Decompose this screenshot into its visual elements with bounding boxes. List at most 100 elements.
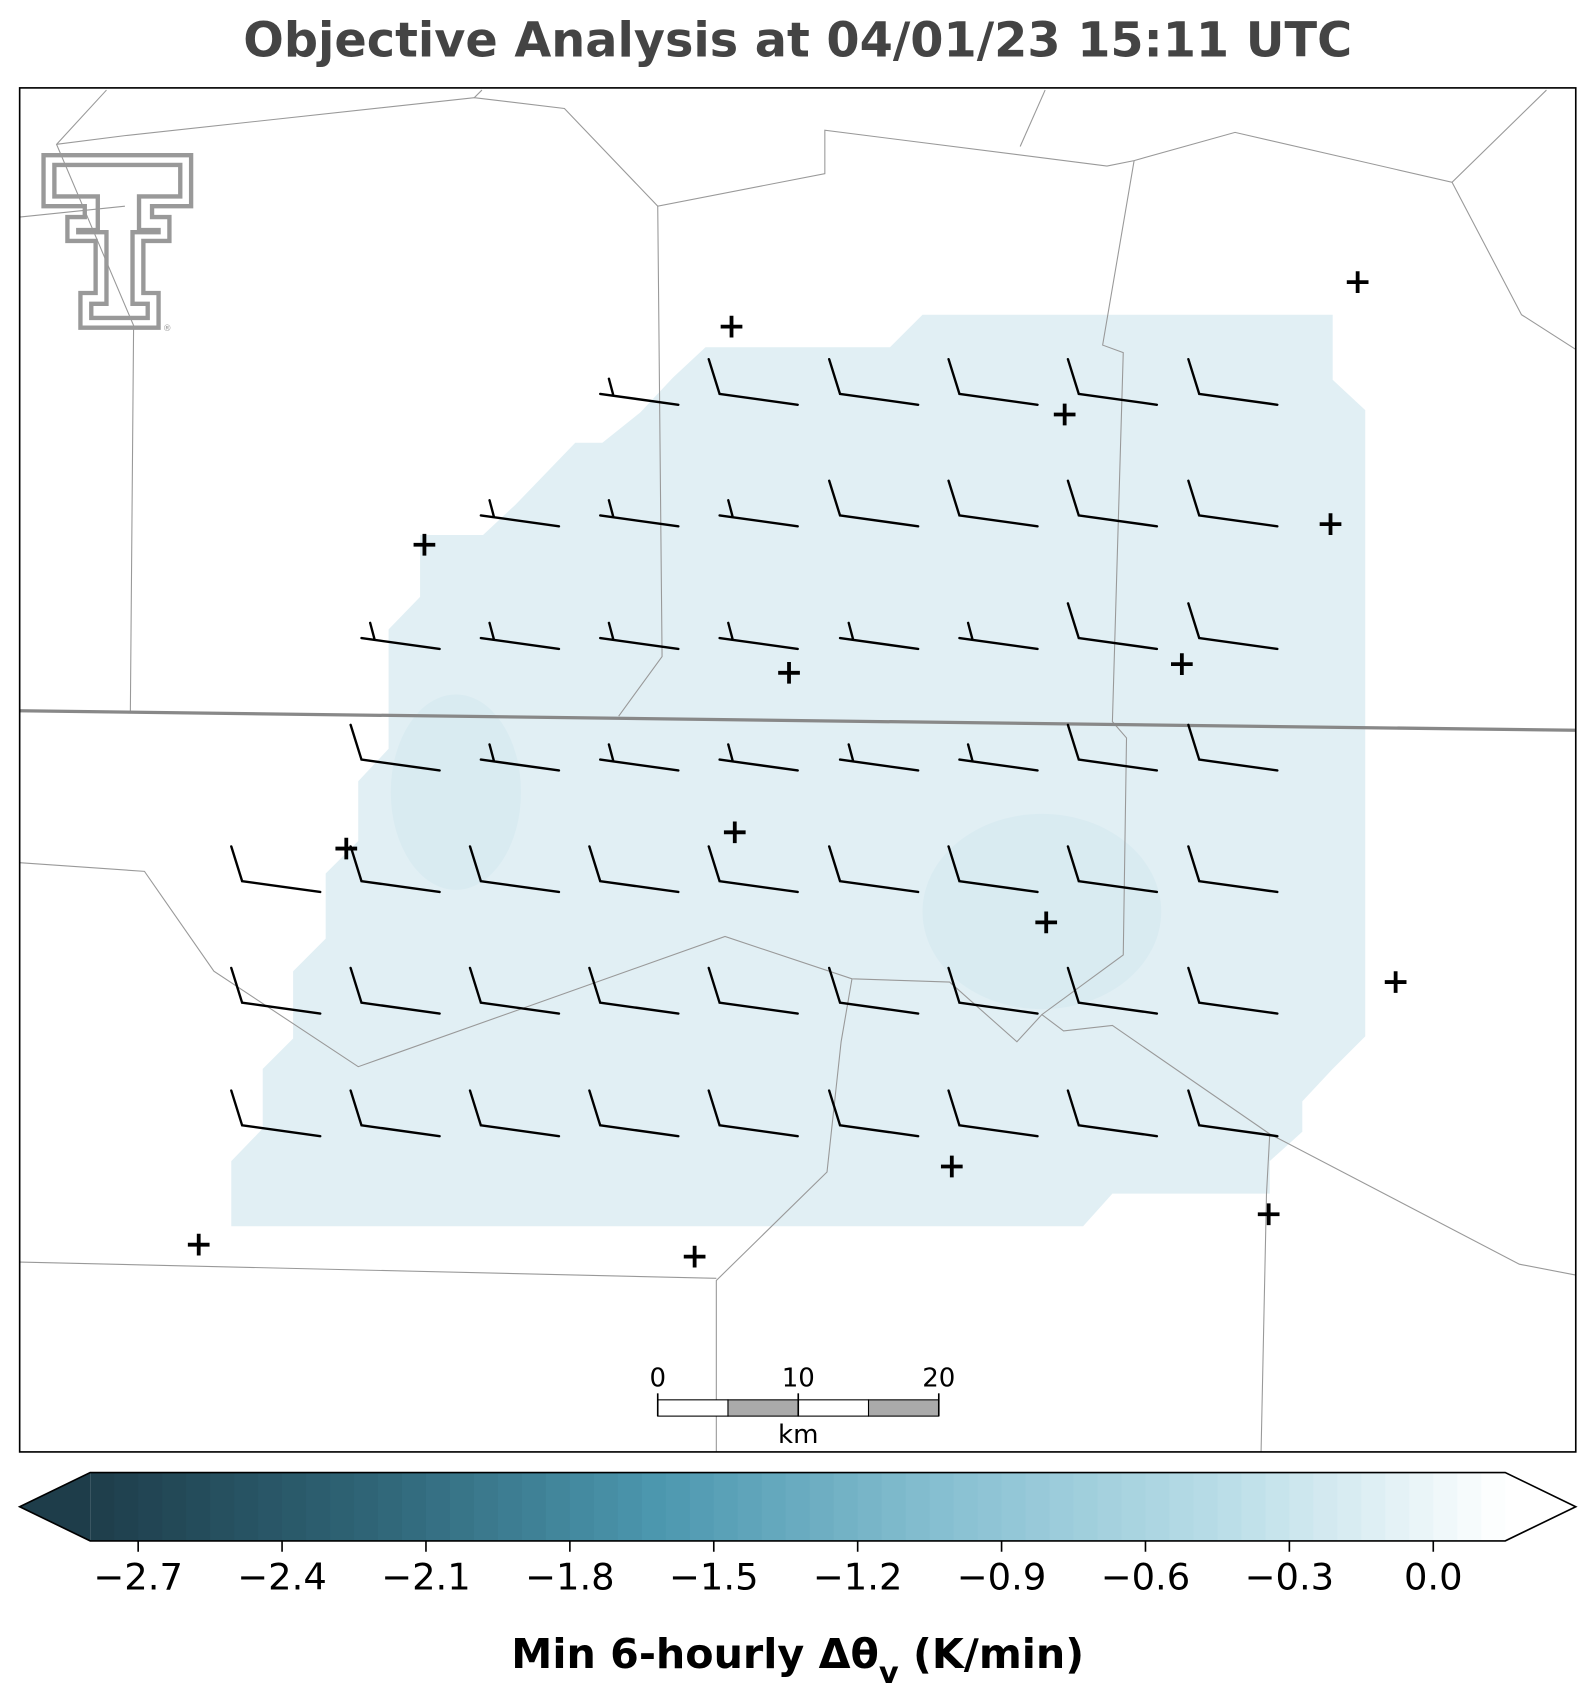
wind-barb (349, 1089, 441, 1138)
wind-barb (479, 743, 561, 772)
wind-barb (230, 1089, 322, 1138)
colorbar-segment (162, 1472, 187, 1541)
colorbar-segment (425, 1472, 451, 1541)
county-line (19, 862, 1043, 1068)
county-line (55, 89, 135, 713)
station (940, 1155, 963, 1178)
colorbar-segment (497, 1472, 523, 1541)
map: ® 0 10 20 km (18, 87, 1577, 1453)
wind-barb (707, 1089, 799, 1138)
colorbar-extend-low (19, 1472, 91, 1541)
colorbar-segment (90, 1472, 115, 1541)
station (723, 821, 746, 844)
colorbar-tick-label: −2.4 (237, 1555, 327, 1598)
county-line (618, 206, 663, 717)
state-line (19, 709, 1576, 732)
wind-barb (1187, 1089, 1279, 1138)
colorbar-segment (1121, 1472, 1147, 1541)
colorbar-segment (1049, 1472, 1075, 1541)
colorbar-segment (857, 1472, 883, 1541)
wind-barb (599, 743, 680, 772)
wind-barb (588, 845, 680, 894)
colorbar-segment (1289, 1472, 1315, 1541)
wind-barb (1066, 723, 1159, 772)
colorbar-segment (1385, 1472, 1410, 1541)
wind-barb (1187, 479, 1279, 528)
colorbar-segment (1337, 1472, 1362, 1541)
colorbar-tick-label: −0.6 (1101, 1555, 1191, 1598)
colorbar-segment (449, 1472, 475, 1541)
colorbar-tick-label: −0.3 (1245, 1555, 1335, 1598)
wind-barb (838, 621, 920, 651)
colorbar-segment (785, 1472, 811, 1541)
field-minimum (390, 694, 522, 890)
colorbar-segment (953, 1472, 979, 1541)
colorbar-segment (617, 1472, 643, 1541)
wind-barb (599, 377, 680, 406)
scale-unit: km (778, 1420, 818, 1450)
colorbar-segment (1241, 1472, 1267, 1541)
wind-barb (947, 845, 1039, 894)
colorbar-segment (569, 1472, 595, 1541)
colorbar-segment (401, 1472, 427, 1541)
colorbar-segment (761, 1472, 787, 1541)
colorbar-segment (234, 1472, 259, 1541)
svg-text:®: ® (163, 324, 172, 334)
stations (187, 271, 1407, 1268)
wind-barb (360, 621, 441, 651)
title: Objective Analysis at 04/01/23 15:11 UTC (243, 13, 1352, 68)
label-text: Min 6-hourly Δθ (511, 1630, 879, 1678)
colorbar-tick-label: −2.7 (93, 1555, 183, 1598)
wind-barb (230, 845, 322, 894)
wind-barb (468, 966, 561, 1015)
wind-barb (1066, 845, 1159, 894)
colorbar-tick-label: 0.0 (1404, 1555, 1463, 1598)
colorbar-segment (1433, 1472, 1458, 1541)
wind-barb (1187, 845, 1279, 894)
colorbar-segment (977, 1472, 1003, 1541)
logo: ® (41, 153, 194, 334)
colorbar-segment (306, 1472, 331, 1541)
colorbar-segment (258, 1472, 283, 1541)
colorbar-segment (809, 1472, 835, 1541)
colorbar-segment (521, 1472, 547, 1541)
station (778, 661, 800, 684)
county-line (1040, 160, 1576, 1276)
wind-barb (230, 966, 322, 1015)
wind-barb (349, 723, 441, 772)
scale-segment (657, 1399, 729, 1417)
county-line (1451, 182, 1577, 350)
map-frame (18, 87, 1577, 1453)
colorbar-segment (354, 1472, 379, 1541)
station (335, 837, 358, 860)
colorbar-segment (1409, 1472, 1434, 1541)
scale-bar: 0 10 20 km (649, 1364, 955, 1450)
colorbar-segment (1097, 1472, 1123, 1541)
colorbar-segment (186, 1472, 211, 1541)
colorbar-segment (665, 1472, 691, 1541)
wind-barb (468, 845, 561, 894)
colorbar-tick-label: −1.8 (525, 1555, 615, 1598)
wind-barb (947, 357, 1039, 406)
colorbar-segment (1481, 1472, 1506, 1541)
county-line (19, 1261, 717, 1279)
wind-barb (958, 621, 1039, 651)
wind-barb (468, 1089, 561, 1138)
colorbar-tick-label: −1.2 (813, 1555, 903, 1598)
wind-barb (827, 479, 920, 528)
colorbar-segment (689, 1472, 715, 1541)
colorbar-segment (881, 1472, 907, 1541)
wind-barb (1066, 602, 1159, 651)
colorbar-segment (1193, 1472, 1219, 1541)
colorbar-segment (282, 1472, 307, 1541)
wind-barb (827, 845, 920, 894)
colorbar-segment (1073, 1472, 1099, 1541)
scale-segment (867, 1399, 940, 1417)
county-line (473, 89, 483, 99)
colorbar-segment (1457, 1472, 1482, 1541)
colorbar-tick-label: −2.1 (381, 1555, 471, 1598)
wind-barb (707, 845, 799, 894)
wind-barb (1187, 602, 1279, 651)
colorbar-segment (833, 1472, 859, 1541)
label-units: (K/min) (899, 1630, 1084, 1678)
